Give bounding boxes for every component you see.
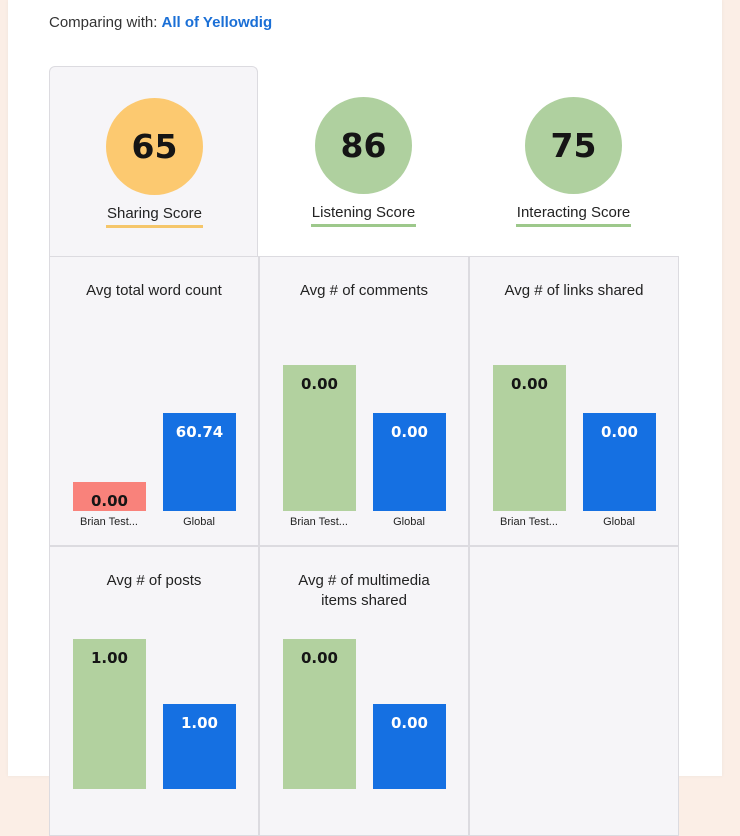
performance-panel: Comparing with: All of Yellowdig 65 Shar… (8, 0, 722, 836)
user-bar-label: Brian Test... (500, 516, 558, 528)
listening-score-tab[interactable]: 86 Listening Score (259, 66, 468, 257)
interacting-score-circle: 75 (525, 97, 622, 194)
metric-card-word-count: Avg total word count 0.00 60.74 Brian Te… (49, 256, 259, 546)
sharing-score-circle: 65 (106, 98, 203, 195)
sharing-score-label: Sharing Score (105, 205, 204, 228)
listening-score-label: Listening Score (310, 204, 417, 227)
interacting-score-tab[interactable]: 75 Interacting Score (469, 66, 678, 257)
user-bar: 0.00 (73, 482, 146, 511)
metric-card-empty (469, 546, 679, 836)
user-bar: 0.00 (283, 639, 356, 789)
comparing-target-link[interactable]: All of Yellowdig (161, 14, 273, 31)
metric-title: Avg # of posts (106, 572, 202, 589)
interacting-score-label: Interacting Score (515, 204, 632, 227)
global-bar: 0.00 (583, 413, 656, 511)
metric-title: Avg # of links shared (504, 282, 644, 299)
listening-score-circle: 86 (315, 97, 412, 194)
metric-card-multimedia: Avg # of multimedia items shared 0.00 0.… (259, 546, 469, 836)
user-bar-label: Brian Test... (80, 516, 138, 528)
metric-title: Avg # of multimedia items shared (298, 572, 430, 609)
metric-title: Avg total word count (86, 282, 222, 299)
metric-card-links: Avg # of links shared 0.00 0.00 Brian Te… (469, 256, 679, 546)
global-bar: 0.00 (373, 704, 446, 789)
sharing-score-tab[interactable]: 65 Sharing Score (49, 66, 258, 257)
metric-title: Avg # of comments (299, 282, 429, 299)
comparing-line: Comparing with: All of Yellowdig (49, 14, 272, 31)
metric-card-comments: Avg # of comments 0.00 0.00 Brian Test..… (259, 256, 469, 546)
global-bar-label: Global (393, 516, 425, 528)
user-bar-label: Brian Test... (290, 516, 348, 528)
comparing-prefix: Comparing with: (49, 14, 162, 31)
global-bar: 60.74 (163, 413, 236, 511)
global-bar-label: Global (183, 516, 215, 528)
global-bar: 0.00 (373, 413, 446, 511)
metrics-grid: Avg total word count 0.00 60.74 Brian Te… (49, 256, 680, 836)
global-bar-label: Global (603, 516, 635, 528)
user-bar: 0.00 (493, 365, 566, 511)
metric-card-posts: Avg # of posts 1.00 1.00 (49, 546, 259, 836)
user-bar: 1.00 (73, 639, 146, 789)
user-bar: 0.00 (283, 365, 356, 511)
global-bar: 1.00 (163, 704, 236, 789)
